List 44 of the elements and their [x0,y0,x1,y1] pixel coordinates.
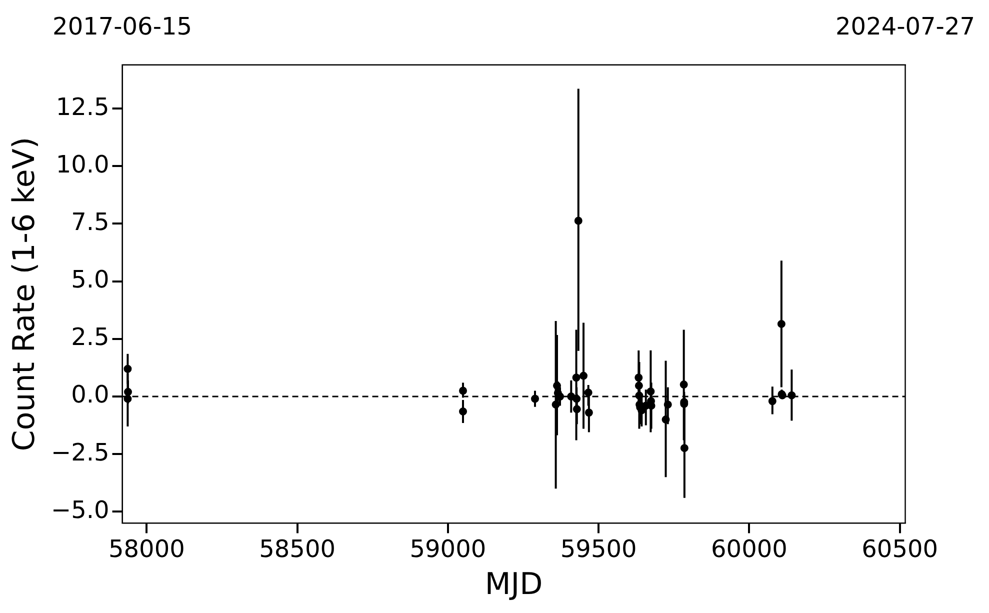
point [459,407,468,416]
point [646,387,655,396]
point [572,394,581,403]
point [584,408,593,417]
point [574,216,582,225]
x-tick-label: 59500 [560,534,637,563]
point [572,405,581,414]
x2-tick-label: 2024-07-27 [836,12,976,41]
point [777,320,786,328]
y-tick-label: 2.5 [71,323,110,352]
point [124,394,132,403]
point [553,382,561,390]
x-tick-label: 58500 [259,534,336,563]
y-axis-title: Count Rate (1-6 keV) [6,136,42,452]
point [124,388,132,396]
x-tick-label: 60500 [862,534,938,563]
point [664,400,672,409]
x2-tick-label: 2017-06-15 [52,12,192,41]
point [634,374,643,382]
point [580,372,588,380]
point [552,400,560,409]
point [788,391,796,400]
point [572,374,580,382]
x-tick-label: 60000 [711,534,788,563]
point [634,382,643,390]
y-tick-label: −2.5 [50,438,110,466]
y-tick-label: 7.5 [71,208,110,236]
y-tick-label: 10.0 [56,150,110,178]
y-tick-label: 5.0 [71,266,110,294]
point [635,392,644,400]
point [680,380,688,389]
x-tick-label: 59000 [410,534,486,563]
x-tick-label: 58000 [108,534,185,563]
point [584,388,592,397]
point [124,364,132,373]
point [531,394,540,403]
y-tick-label: 0.0 [71,380,110,409]
point [768,397,776,406]
x-axis-title: MJD [484,566,543,602]
y-tick-label: 12.5 [56,92,110,121]
y-tick-label: −5.0 [50,496,110,524]
point [662,416,670,424]
point [459,386,468,395]
point [680,444,688,452]
